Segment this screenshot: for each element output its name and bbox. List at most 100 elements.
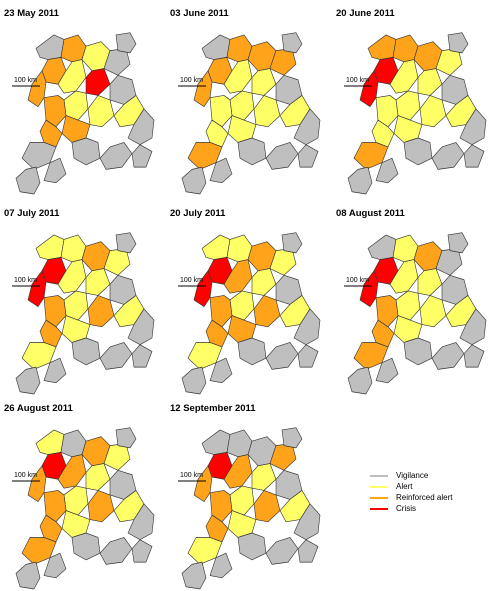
department-region: [99, 142, 133, 170]
panel-date: 12 September 2011: [170, 403, 256, 414]
department-region: [209, 157, 233, 184]
scale-label: 100 km: [180, 77, 203, 84]
department-region: [201, 34, 231, 60]
department-region: [251, 463, 277, 491]
scale-bar: 100 km: [344, 277, 372, 287]
department-map: 100 km: [344, 32, 487, 195]
scale-bar: 100 km: [344, 77, 372, 87]
department-region: [15, 366, 41, 395]
legend-item: Alert: [370, 481, 498, 492]
department-map: 100 km: [178, 32, 321, 195]
department-region: [237, 532, 267, 561]
department-region: [265, 142, 299, 170]
department-region: [359, 270, 379, 307]
legend-swatch: [370, 474, 388, 477]
department-map: 100 km: [178, 427, 321, 590]
department-region: [297, 344, 319, 368]
department-region: [15, 561, 41, 590]
department-region: [115, 32, 137, 54]
department-region: [375, 357, 399, 384]
department-region: [395, 90, 421, 121]
department-region: [251, 268, 277, 296]
map-panel-8: 100 km 12 September 2011: [166, 395, 332, 591]
department-region: [281, 427, 303, 449]
department-region: [281, 232, 303, 254]
department-region: [237, 337, 267, 366]
scale-label: 100 km: [14, 277, 37, 284]
department-map: 100 km: [12, 232, 155, 395]
panel-date: 26 August 2011: [4, 403, 73, 414]
department-region: [395, 290, 421, 321]
legend-label: Alert: [396, 482, 413, 491]
scale-bar: 100 km: [178, 472, 206, 482]
department-region: [297, 539, 319, 563]
department-region: [99, 537, 133, 565]
department-region: [127, 308, 155, 346]
department-region: [367, 234, 397, 260]
department-region: [209, 357, 233, 384]
department-region: [297, 144, 319, 168]
department-region: [431, 142, 465, 170]
department-region: [181, 366, 207, 395]
department-map: 100 km: [12, 32, 155, 195]
department-region: [447, 232, 469, 254]
scale-label: 100 km: [180, 472, 203, 479]
scale-bar: 100 km: [178, 77, 206, 87]
department-region: [417, 268, 443, 296]
department-region: [99, 342, 133, 370]
legend-item: Crisis: [370, 503, 498, 514]
department-region: [431, 342, 465, 370]
department-region: [57, 59, 87, 94]
department-region: [63, 290, 89, 321]
department-region: [71, 532, 101, 561]
department-region: [43, 357, 67, 384]
department-region: [463, 344, 485, 368]
department-region: [71, 337, 101, 366]
department-region: [459, 308, 487, 346]
department-region: [229, 290, 255, 321]
department-region: [347, 366, 373, 395]
department-region: [71, 137, 101, 166]
department-region: [27, 270, 47, 307]
department-region: [57, 454, 87, 489]
department-region: [229, 485, 255, 516]
department-region: [463, 144, 485, 168]
department-region: [131, 539, 153, 563]
department-region: [237, 137, 267, 166]
department-region: [293, 503, 321, 541]
department-region: [85, 68, 111, 96]
legend-swatch: [370, 496, 388, 499]
department-region: [403, 337, 433, 366]
department-region: [127, 503, 155, 541]
department-region: [193, 70, 213, 107]
panel-date: 07 July 2011: [4, 208, 60, 219]
department-region: [57, 259, 87, 294]
department-region: [447, 32, 469, 54]
department-region: [417, 68, 443, 96]
department-region: [201, 234, 231, 260]
department-region: [35, 234, 65, 260]
scale-bar: 100 km: [12, 77, 40, 87]
department-region: [43, 552, 67, 579]
map-panel-6: 100 km 08 August 2011: [332, 200, 498, 396]
department-region: [193, 270, 213, 307]
department-region: [459, 108, 487, 146]
department-region: [63, 90, 89, 121]
department-region: [43, 157, 67, 184]
legend-label: Vigilance: [396, 471, 429, 480]
scale-bar: 100 km: [12, 277, 40, 287]
department-region: [223, 59, 253, 94]
department-region: [63, 485, 89, 516]
department-region: [403, 137, 433, 166]
scale-bar: 100 km: [178, 277, 206, 287]
panel-date: 23 May 2011: [4, 8, 59, 19]
department-region: [27, 465, 47, 502]
department-region: [35, 34, 65, 60]
department-region: [115, 232, 137, 254]
legend-swatch: [370, 507, 388, 510]
legend-swatch: [370, 485, 388, 488]
department-region: [127, 108, 155, 146]
department-region: [131, 344, 153, 368]
department-region: [201, 429, 231, 455]
scale-label: 100 km: [346, 277, 369, 284]
